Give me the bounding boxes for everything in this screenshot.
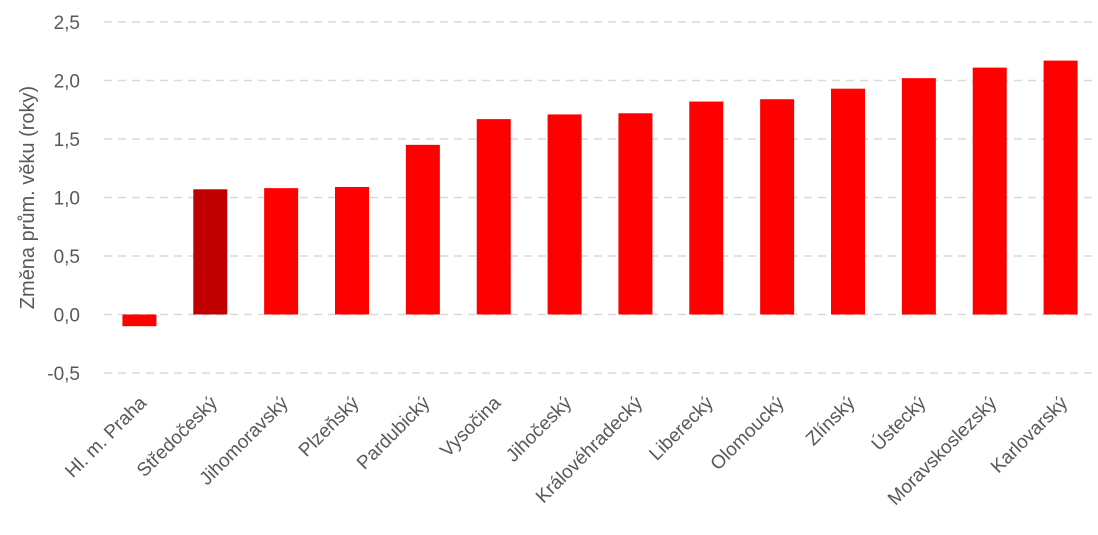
- bar: [618, 113, 653, 315]
- y-tick-label: 2,0: [54, 72, 80, 93]
- y-tick-label: 1,5: [54, 130, 80, 151]
- bar: [405, 144, 440, 315]
- bar: [760, 99, 795, 315]
- bar: [1043, 60, 1078, 315]
- y-tick-label: -0,5: [47, 364, 80, 385]
- bar: [122, 314, 157, 327]
- x-tick-label: Ústecký: [867, 392, 931, 456]
- x-tick-label: Plzeňský: [295, 392, 364, 461]
- bar: [831, 88, 865, 315]
- y-tick-label: 1,0: [54, 189, 80, 210]
- bar: [689, 101, 724, 315]
- bar: [193, 189, 228, 315]
- y-axis-ticks: -0,5 0,0 0,5 1,0 1,5 2,0 2,5: [47, 13, 80, 385]
- x-tick-label: Pardubický: [353, 392, 435, 474]
- gridlines: [104, 21, 1096, 374]
- bar: [335, 186, 369, 315]
- bar: [264, 188, 299, 315]
- x-tick-label: Karlovarský: [987, 392, 1072, 477]
- y-tick-label: 2,5: [54, 13, 80, 34]
- bar: [476, 119, 511, 315]
- bar: [547, 114, 582, 315]
- bars: [122, 60, 1078, 327]
- y-axis-title: Změna prům. věku (roky): [17, 86, 39, 309]
- x-tick-label: Jihočeský: [502, 392, 576, 466]
- x-tick-label: Liberecký: [645, 392, 718, 465]
- x-tick-label: Zlínský: [802, 392, 860, 450]
- y-tick-label: 0,5: [54, 247, 80, 268]
- x-tick-label: Vysočina: [436, 392, 505, 461]
- bar: [901, 78, 936, 315]
- bar: [972, 67, 1007, 315]
- y-tick-label: 0,0: [54, 306, 80, 327]
- x-tick-label: Olomoucký: [707, 392, 789, 474]
